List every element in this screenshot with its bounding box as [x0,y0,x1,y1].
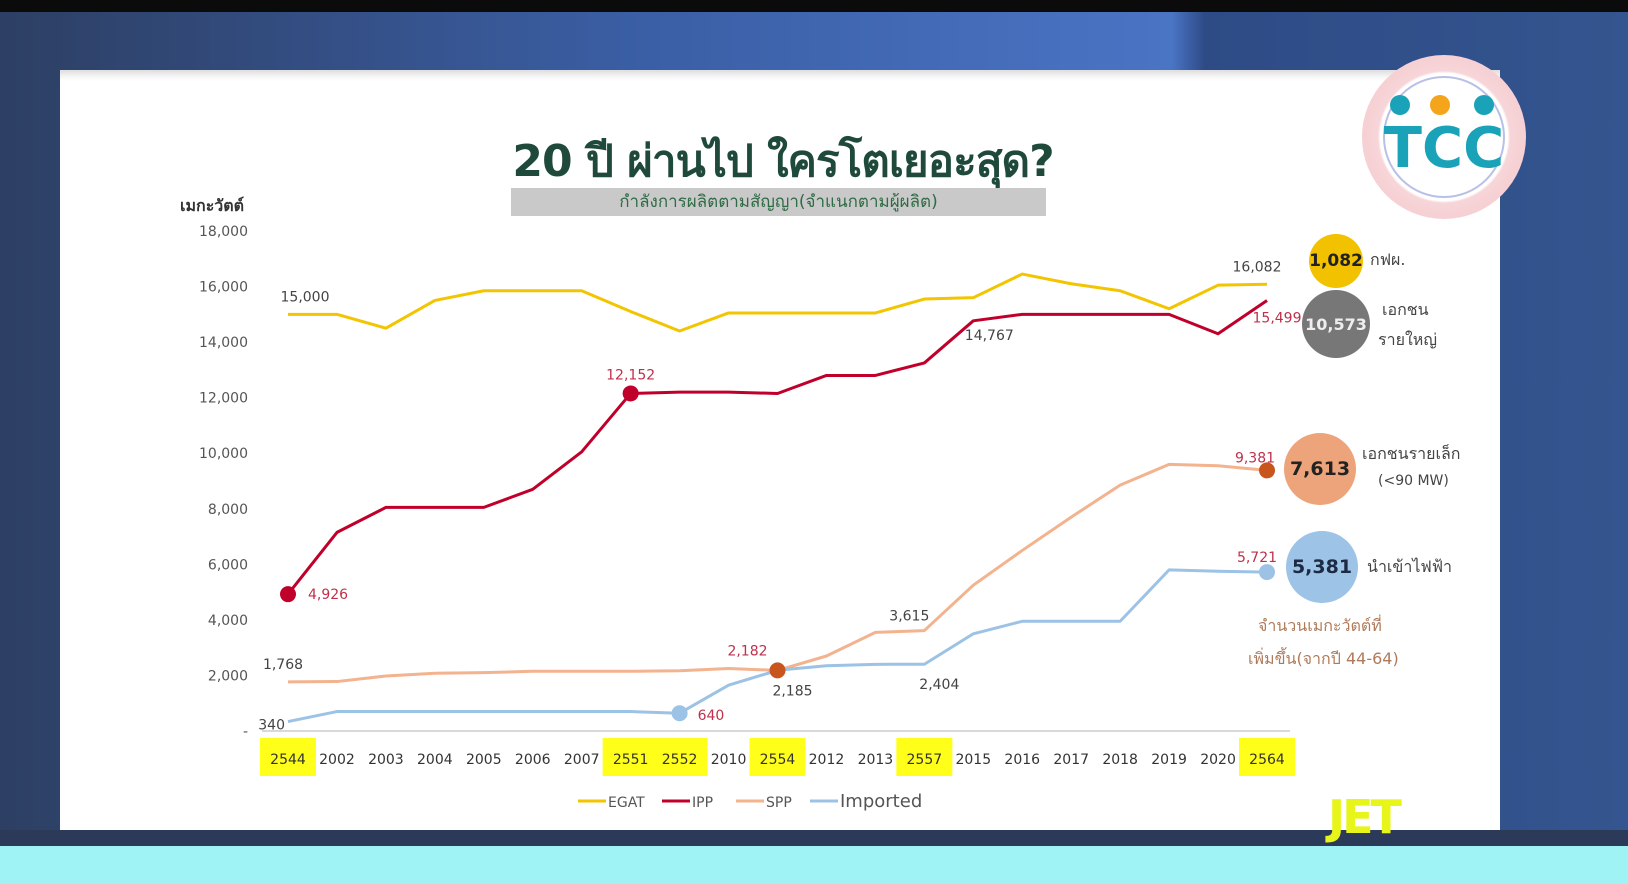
highlight-marker [769,662,786,679]
bubble-ipp-label-1: เอกชน [1382,300,1429,319]
highlight-marker [1259,462,1275,479]
data-label: 640 [698,708,725,724]
x-tick-highlight [602,738,659,776]
x-tick-label: 2004 [417,752,453,768]
data-label: 2,404 [919,677,959,693]
x-tick-label: 2551 [613,752,649,768]
data-label: 5,721 [1237,550,1277,566]
x-tick-label: 2012 [809,752,845,768]
y-tick-label: 12,000 [199,391,248,407]
y-axis-label: เมกะวัตต์ [180,196,245,215]
data-label: 9,381 [1235,450,1275,466]
bubble-imported: 5,381 [1286,531,1358,603]
chart-title: 20 ปี ผ่านไป ใครโตเยอะสุด? [512,136,1054,187]
data-label: 16,082 [1233,259,1282,275]
y-tick-label: 18,000 [199,224,248,240]
x-tick-highlight [260,738,316,776]
highlight-marker [1259,564,1275,581]
bubble-spp: 7,613 [1284,433,1356,505]
x-tick-label: 2007 [564,752,600,768]
data-label: 3,615 [889,609,929,625]
x-tick-label: 2544 [270,752,306,768]
bubble-imported-label: นำเข้าไฟฟ้า [1367,557,1452,576]
logo-text: TCC [1384,116,1504,181]
highlight-marker [280,586,296,603]
highlight-marker [622,385,639,402]
x-tick-label: 2017 [1053,752,1089,768]
bubble-ipp: 10,573 [1302,290,1370,358]
legend-label-ipp: IPP [692,795,713,811]
x-tick-label: 2552 [662,752,698,768]
data-label: 15,499 [1253,310,1302,326]
data-label: 4,926 [308,587,348,603]
y-tick-label: 8,000 [208,502,248,518]
data-label: 2,185 [772,683,812,699]
data-label: 14,767 [965,328,1014,344]
y-tick-label: 6,000 [208,557,248,573]
x-tick-highlight [896,738,953,776]
y-tick-label: - [243,724,248,740]
x-tick-label: 2002 [319,752,355,768]
data-label: 340 [258,718,285,734]
y-tick-label: 2,000 [208,668,248,684]
x-tick-label: 2018 [1102,752,1138,768]
x-tick-highlight [651,738,708,776]
data-label: 15,000 [281,289,330,305]
bubble-note-1: จำนวนเมกะวัตต์ที่ [1258,616,1382,635]
x-tick-label: 2016 [1004,752,1040,768]
series-line-ipp [286,299,1268,596]
x-tick-label: 2005 [466,752,502,768]
bubble-spp-label-2: (<90 MW) [1378,473,1449,489]
y-tick-label: 14,000 [199,335,248,351]
x-tick-label: 2554 [760,752,796,768]
background-band [0,830,1628,848]
x-tick-highlight [1239,738,1295,776]
x-tick-label: 2557 [907,752,943,768]
legend-label-imported: Imported [840,791,922,812]
series-line-spp [287,462,1268,684]
jet-watermark: JET [1328,790,1402,844]
tcc-logo: TCC [1362,55,1526,219]
x-tick-label: 2006 [515,752,551,768]
bubble-egat-label: กฟผ. [1370,250,1406,269]
x-tick-label: 2003 [368,752,404,768]
x-tick-highlight [749,738,806,776]
data-label: 12,152 [606,367,655,383]
series-line-egat [288,272,1268,333]
bottom-caption-bar [0,846,1628,884]
legend-label-spp: SPP [766,795,792,811]
legend-label-egat: EGAT [608,795,645,811]
x-tick-label: 2015 [955,752,991,768]
x-tick-label: 2020 [1200,752,1236,768]
top-bar [0,0,1628,12]
y-tick-label: 16,000 [199,280,248,296]
data-label: 1,768 [263,657,303,673]
bubble-note-2: เพิ่มขึ้น(จากปี 44-64) [1248,649,1399,668]
bubble-ipp-label-2: รายใหญ่ [1378,330,1437,349]
chart-subtitle: กำลังการผลิตตามสัญญา(จำแนกตามผู้ผลิต) [511,188,1046,216]
x-tick-label: 2010 [711,752,747,768]
x-tick-label: 2019 [1151,752,1187,768]
highlight-marker [671,705,688,722]
bubble-egat: 1,082 [1309,234,1363,288]
x-tick-label: 2013 [858,752,894,768]
x-tick-label: 2564 [1249,752,1285,768]
bubble-spp-label-1: เอกชนรายเล็ก [1362,444,1461,463]
y-tick-label: 4,000 [208,613,248,629]
y-tick-label: 10,000 [199,446,248,462]
data-label: 2,182 [727,643,767,659]
